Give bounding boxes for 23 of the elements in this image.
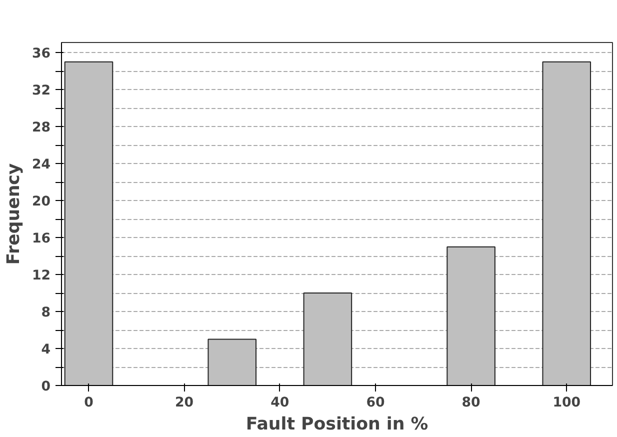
- y-tick-label: 24: [32, 158, 51, 173]
- bar: [208, 338, 256, 386]
- x-tick-label: 80: [462, 396, 480, 410]
- bar: [542, 61, 592, 386]
- bar: [446, 246, 496, 386]
- x-tick-label: 60: [366, 396, 385, 410]
- x-tick-label: 40: [270, 396, 290, 410]
- x-axis-title: Fault Position in %: [246, 414, 428, 434]
- y-tick-label: 20: [32, 194, 51, 210]
- y-tick-label: 36: [32, 46, 51, 62]
- x-tick-label: 100: [552, 396, 581, 410]
- y-tick-label: 12: [32, 268, 51, 284]
- x-tick-label: 20: [175, 396, 194, 410]
- y-axis-title: Frequency: [4, 163, 24, 265]
- y-tick-label: 28: [32, 120, 51, 136]
- bar: [303, 292, 352, 386]
- y-tick-label: 0: [41, 380, 51, 394]
- y-tick-label: 16: [32, 232, 51, 247]
- bar: [64, 61, 114, 386]
- x-tick-label: 0: [84, 396, 94, 410]
- y-tick-label: 4: [41, 342, 51, 358]
- y-tick-label: 32: [32, 84, 51, 99]
- y-tick-label: 8: [41, 306, 51, 321]
